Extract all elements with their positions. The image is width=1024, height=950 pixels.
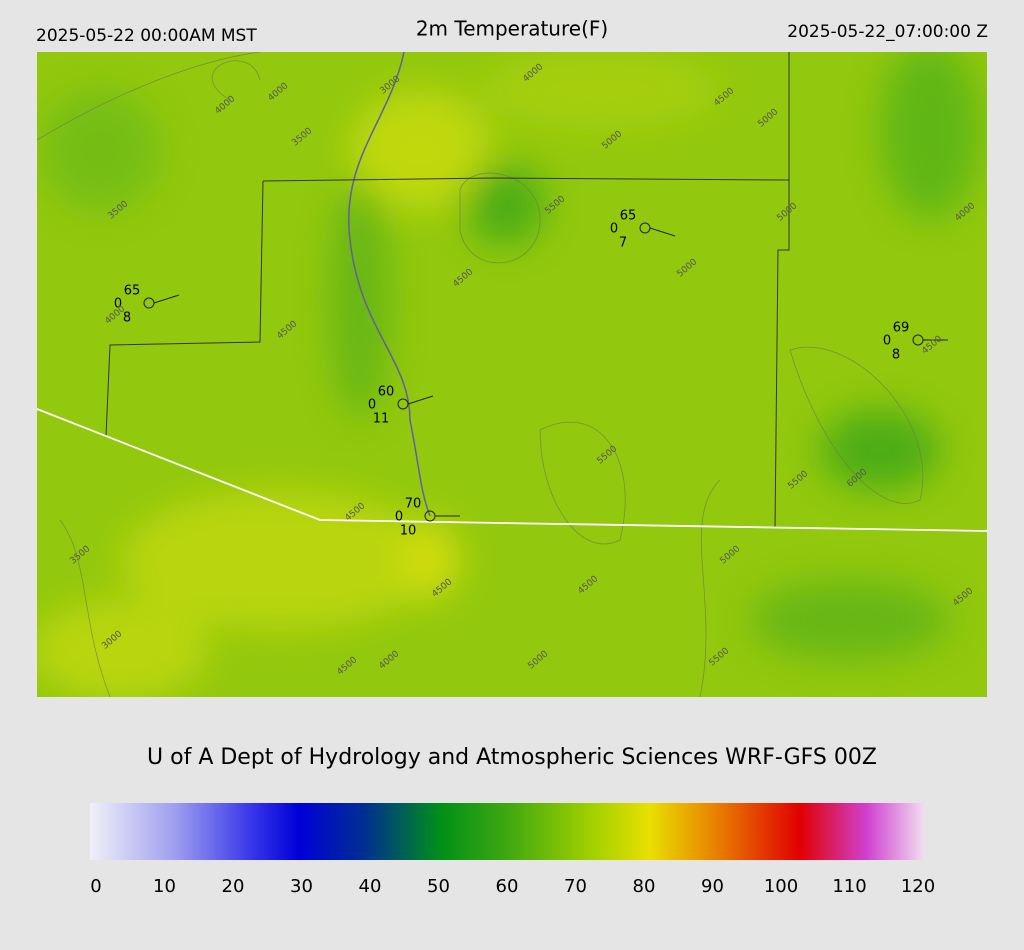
station-left: 0	[368, 398, 376, 413]
station-bottom: 10	[400, 524, 417, 539]
colorbar	[90, 803, 925, 860]
station-temperature: 70	[405, 497, 422, 512]
colorbar-tick-label: 50	[427, 876, 450, 897]
wind-barb	[407, 395, 434, 405]
station-bottom: 11	[373, 412, 390, 427]
valid-time: 2025-05-22_07:00:00 Z	[787, 22, 988, 42]
station-bottom: 7	[619, 236, 627, 251]
station-left: 0	[883, 334, 891, 349]
station-temperature: 60	[378, 385, 395, 400]
station-bottom: 8	[892, 348, 900, 363]
colorbar-tick-label: 120	[901, 876, 935, 897]
colorbar-tick-label: 70	[564, 876, 587, 897]
colorbar-tick-label: 10	[153, 876, 176, 897]
colorbar-tick-label: 60	[496, 876, 519, 897]
colorbar-tick-label: 110	[832, 876, 866, 897]
map-title: 2m Temperature(F)	[416, 17, 608, 41]
wind-barb	[649, 227, 676, 237]
station-temperature: 69	[893, 321, 910, 336]
colorbar-tick-label: 0	[90, 876, 101, 897]
colorbar-tick-label: 20	[222, 876, 245, 897]
station-temperature: 65	[620, 209, 637, 224]
colorbar-tick-label: 100	[764, 876, 798, 897]
colorbar-tick-label: 90	[701, 876, 724, 897]
station-left: 0	[395, 510, 403, 525]
station-temperature: 65	[124, 284, 141, 299]
colorbar-tick-label: 40	[359, 876, 382, 897]
local-time: 2025-05-22 00:00AM MST	[36, 26, 257, 46]
colorbar-tick-label: 80	[633, 876, 656, 897]
wind-barb	[153, 294, 180, 304]
map	[37, 52, 987, 697]
station-left: 0	[610, 222, 618, 237]
credit: U of A Dept of Hydrology and Atmospheric…	[147, 745, 877, 770]
station-bottom: 8	[123, 311, 131, 326]
colorbar-tick-label: 30	[290, 876, 313, 897]
station-left: 0	[114, 297, 122, 312]
